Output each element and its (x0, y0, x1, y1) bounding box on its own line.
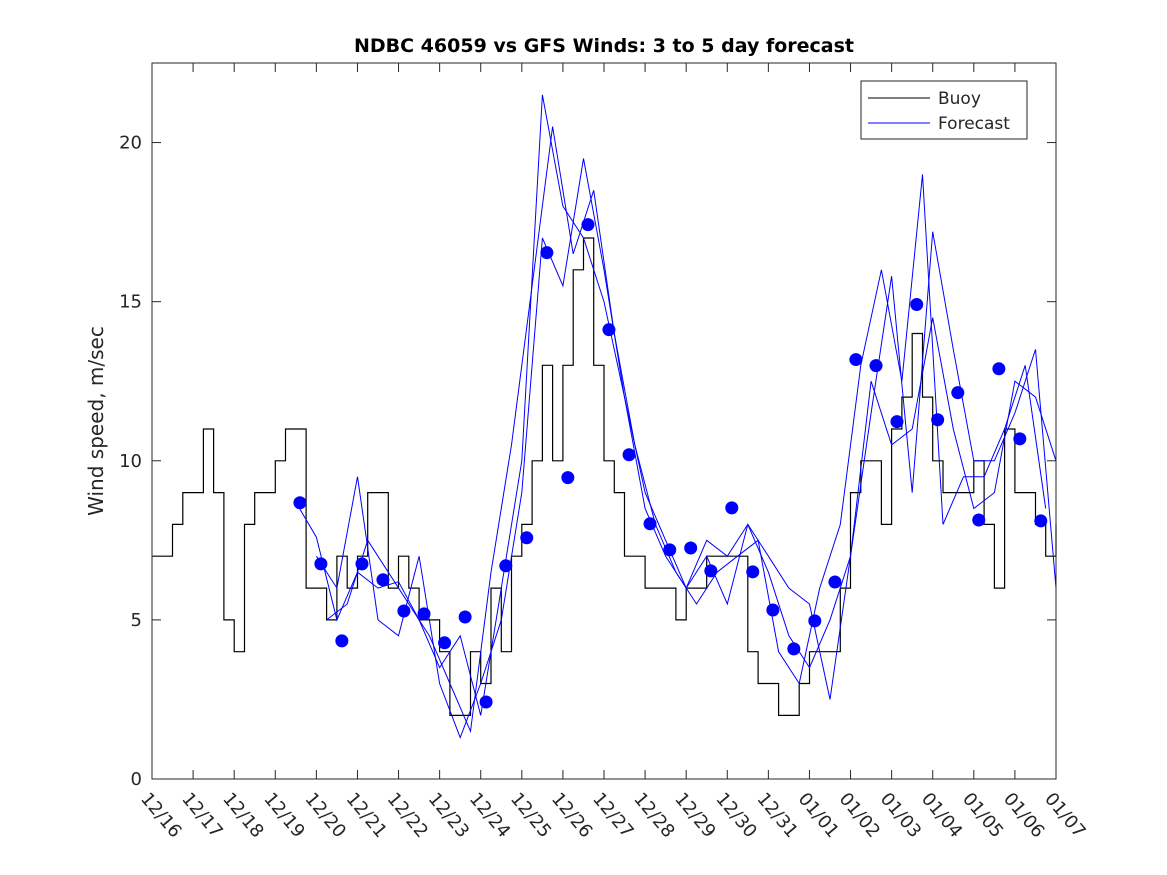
y-axis-label: Wind speed, m/sec (84, 326, 108, 516)
forecast-point (828, 575, 842, 589)
x-tick-label: 01/05 (958, 789, 1007, 842)
x-tick-label: 12/27 (588, 789, 637, 842)
forecast-point (376, 573, 390, 587)
x-tick-label: 12/25 (506, 789, 555, 842)
legend-forecast-label: Forecast (938, 114, 1010, 134)
x-tick-label: 01/06 (999, 789, 1048, 842)
x-tick-label: 12/31 (753, 789, 802, 842)
forecast-point (581, 218, 595, 232)
x-tick-label: 12/20 (301, 789, 350, 842)
forecast-point (910, 298, 924, 312)
x-tick-label: 12/30 (711, 789, 760, 842)
forecast-point (663, 543, 677, 557)
forecast-point (869, 359, 883, 373)
forecast-point (540, 246, 554, 260)
y-tick-label: 20 (119, 133, 142, 154)
y-tick-label: 5 (131, 610, 142, 631)
x-tick-label: 12/19 (259, 789, 308, 842)
forecast-point (335, 634, 349, 648)
x-tick-label: 12/23 (424, 789, 473, 842)
x-tick-label: 12/22 (383, 789, 432, 842)
forecast-point (766, 603, 780, 617)
legend: Buoy Forecast (860, 80, 1028, 140)
x-tick-label: 01/02 (835, 789, 884, 842)
forecast-point (849, 353, 863, 367)
forecast-line-3 (326, 126, 1047, 734)
forecast-point (746, 565, 760, 579)
y-tick-label: 10 (119, 451, 142, 472)
x-tick-label: 12/29 (670, 789, 719, 842)
forecast-point (438, 636, 452, 650)
forecast-point (561, 471, 575, 485)
y-tick-label: 15 (119, 292, 142, 313)
forecast-point (704, 564, 718, 578)
forecast-point (972, 513, 986, 527)
forecast-point (808, 614, 822, 628)
forecast-point (951, 386, 965, 400)
x-tick-label: 12/21 (342, 789, 391, 842)
buoy-line (152, 237, 1057, 716)
legend-box (860, 80, 1028, 140)
forecast-point (479, 695, 493, 709)
forecast-point (684, 541, 698, 555)
x-tick-label: 12/26 (547, 789, 596, 842)
forecast-point (725, 501, 739, 515)
x-tick-label: 12/24 (465, 789, 514, 842)
forecast-point (1034, 514, 1048, 528)
forecast-point (355, 557, 369, 571)
forecast-point (622, 448, 636, 462)
forecast-line-1 (295, 94, 1057, 716)
x-tick-label: 01/03 (876, 789, 925, 842)
forecast-point (293, 496, 307, 510)
forecast-line-2 (315, 158, 1057, 740)
x-tick-label: 12/28 (629, 789, 678, 842)
x-tick-label: 12/16 (136, 789, 185, 842)
forecast-point (417, 607, 431, 621)
x-tick-label: 12/17 (177, 789, 226, 842)
plot-area (152, 94, 1057, 740)
forecast-point (314, 557, 328, 571)
forecast-point (499, 559, 513, 573)
x-tick-label: 01/04 (917, 789, 966, 842)
forecast-point (992, 362, 1006, 376)
x-tick-label: 01/07 (1040, 789, 1089, 842)
forecast-point (458, 610, 472, 624)
x-tick-label: 01/01 (794, 789, 843, 842)
forecast-point (397, 604, 411, 618)
forecast-point (520, 531, 534, 545)
forecast-point (787, 642, 801, 656)
legend-buoy-label: Buoy (938, 89, 981, 109)
y-tick-label: 0 (131, 769, 142, 790)
forecast-point (1013, 432, 1027, 446)
chart-title: NDBC 46059 vs GFS Winds: 3 to 5 day fore… (354, 35, 854, 57)
forecast-point (643, 517, 657, 531)
x-tick-label: 12/18 (218, 789, 267, 842)
forecast-point (931, 413, 945, 427)
forecast-point (890, 415, 904, 429)
forecast-point (602, 323, 616, 337)
